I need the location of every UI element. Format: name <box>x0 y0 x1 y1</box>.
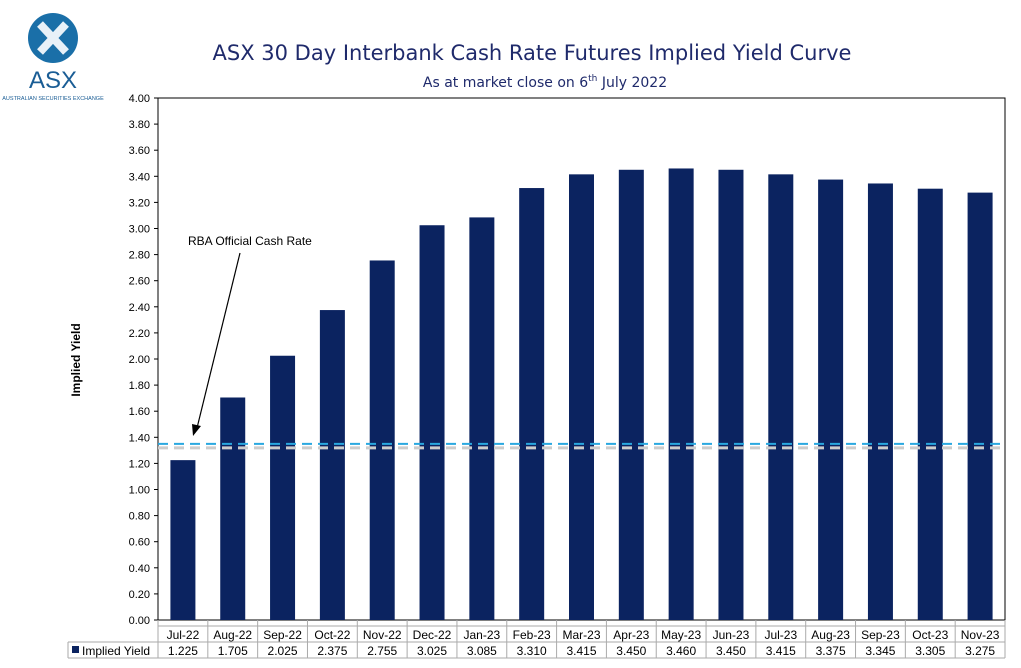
data-table-value: 3.450 <box>616 644 646 658</box>
y-tick-label: 3.80 <box>129 119 150 131</box>
data-table-value: 3.310 <box>517 644 547 658</box>
bar-Oct-22 <box>319 310 345 620</box>
y-tick-label: 2.60 <box>129 276 150 288</box>
data-table-value: 3.375 <box>816 644 846 658</box>
bar-May-23 <box>668 168 694 620</box>
chart-subtitle: As at market close on 6th July 2022 <box>423 74 667 91</box>
x-tick-label: Aug-23 <box>811 628 850 642</box>
data-table-value: 3.460 <box>666 644 696 658</box>
bar-Sep-23 <box>867 183 893 621</box>
bar-Apr-23 <box>618 169 644 620</box>
y-tick-label: 0.20 <box>129 589 150 601</box>
data-table-value: 2.375 <box>317 644 347 658</box>
x-tick-label: Nov-23 <box>961 628 1000 642</box>
bar-Nov-23 <box>967 192 993 621</box>
annotation-arrow <box>196 252 241 429</box>
bar-Feb-23 <box>519 188 545 621</box>
y-tick-label: 2.40 <box>129 302 150 314</box>
y-tick-label: 1.80 <box>129 380 150 392</box>
bar-Nov-22 <box>369 260 395 620</box>
data-table-value: 3.085 <box>467 644 497 658</box>
y-tick-label: 1.60 <box>129 406 150 418</box>
y-tick-label: 2.00 <box>129 354 150 366</box>
y-tick-label: 1.40 <box>129 432 150 444</box>
chart-title: ASX 30 Day Interbank Cash Rate Futures I… <box>213 41 852 65</box>
asx-logo-cross <box>37 21 69 55</box>
reference-line-label: RBA Official Cash Rate <box>188 234 312 248</box>
y-tick-label: 0.40 <box>129 563 150 575</box>
asx-logo: ASX AUSTRALIAN SECURITIES EXCHANGE <box>2 13 104 102</box>
y-tick-label: 0.60 <box>129 537 150 549</box>
data-table-value: 3.345 <box>865 644 895 658</box>
bar-Jul-23 <box>768 174 794 620</box>
bar-Aug-23 <box>818 179 844 620</box>
data-table-value: 3.025 <box>417 644 447 658</box>
x-tick-label: Aug-22 <box>213 628 252 642</box>
y-tick-label: 3.00 <box>129 224 150 236</box>
y-tick-label: 4.00 <box>129 93 150 105</box>
y-tick-label: 0.00 <box>129 615 150 627</box>
y-tick-label: 1.00 <box>129 485 150 497</box>
y-tick-label: 3.60 <box>129 145 150 157</box>
x-tick-label: Feb-23 <box>513 628 551 642</box>
bar-Dec-22 <box>419 225 445 621</box>
data-table-value: 3.305 <box>915 644 945 658</box>
x-tick-label: Dec-22 <box>413 628 452 642</box>
x-tick-label: Sep-23 <box>861 628 900 642</box>
y-tick-label: 3.40 <box>129 171 150 183</box>
x-tick-label: Sep-22 <box>263 628 302 642</box>
x-tick-label: May-23 <box>661 628 701 642</box>
y-tick-label: 0.80 <box>129 511 150 523</box>
x-tick-label: Jul-22 <box>167 628 200 642</box>
y-tick-label: 2.20 <box>129 328 150 340</box>
x-tick-label: Jan-23 <box>464 628 501 642</box>
bar-Sep-22 <box>270 355 296 620</box>
y-tick-label: 2.80 <box>129 250 150 262</box>
data-table-value: 3.415 <box>566 644 596 658</box>
data-table-value: 3.275 <box>965 644 995 658</box>
x-tick-label: Mar-23 <box>562 628 600 642</box>
asx-logo-subtext: AUSTRALIAN SECURITIES EXCHANGE <box>2 96 104 102</box>
data-table-value: 1.705 <box>218 644 248 658</box>
x-tick-label: Jun-23 <box>713 628 750 642</box>
x-tick-label: Nov-22 <box>363 628 402 642</box>
data-table-value: 2.025 <box>268 644 298 658</box>
x-tick-label: Apr-23 <box>613 628 649 642</box>
x-tick-label: Jul-23 <box>764 628 797 642</box>
bar-Mar-23 <box>569 174 594 620</box>
legend-swatch <box>72 646 79 653</box>
annotation-arrowhead <box>192 424 201 436</box>
x-tick-label: Oct-23 <box>912 628 948 642</box>
bar-Aug-22 <box>220 397 246 620</box>
bar-Jan-23 <box>469 217 495 620</box>
x-tick-label: Oct-22 <box>314 628 350 642</box>
y-tick-label: 1.20 <box>129 458 150 470</box>
bar-Oct-23 <box>917 188 943 620</box>
data-table-value: 3.450 <box>716 644 746 658</box>
data-table-value: 3.415 <box>766 644 796 658</box>
legend-series-name: Implied Yield <box>82 644 150 658</box>
y-tick-label: 3.20 <box>129 197 150 209</box>
bar-Jul-22 <box>170 460 196 620</box>
data-table-value: 2.755 <box>367 644 397 658</box>
asx-logo-text: ASX <box>29 67 77 94</box>
data-table-value: 1.225 <box>168 644 198 658</box>
bar-Jun-23 <box>718 169 744 620</box>
y-axis-label: Implied Yield <box>69 323 83 396</box>
